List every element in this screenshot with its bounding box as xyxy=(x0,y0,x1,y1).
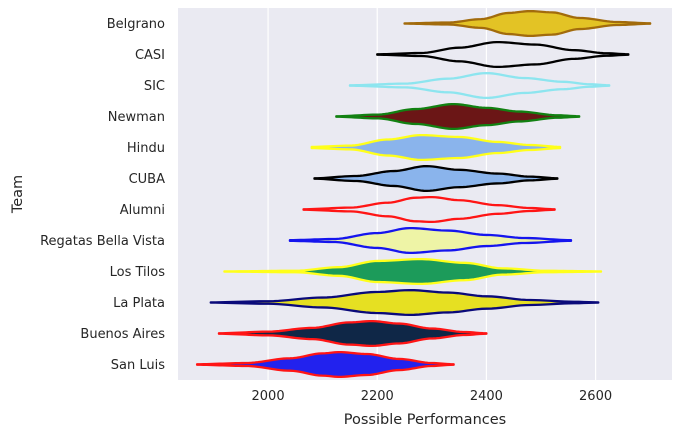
x-tick-label: 2200 xyxy=(361,389,394,404)
violin-newman xyxy=(335,102,581,131)
violins xyxy=(195,9,652,379)
violin-hindu xyxy=(310,133,562,162)
x-tick-labels: 2000 2200 2400 2600 xyxy=(252,389,613,404)
violin-belgrano xyxy=(403,9,652,38)
violin-san-luis xyxy=(195,350,455,379)
y-tick-label: Los Tilos xyxy=(110,265,166,280)
x-tick-label: 2400 xyxy=(470,389,503,404)
violin-sic xyxy=(348,71,611,100)
violin-cuba xyxy=(313,164,559,193)
violin-casi xyxy=(376,40,630,69)
y-tick-label: CUBA xyxy=(129,172,166,187)
x-tick-label: 2600 xyxy=(579,389,612,404)
y-tick-label: Buenos Aires xyxy=(80,327,165,342)
y-tick-label: Regatas Bella Vista xyxy=(40,234,165,249)
violin-regatas-bella-vista xyxy=(288,226,573,255)
y-tick-label: Alumni xyxy=(120,203,165,218)
y-tick-label: Newman xyxy=(108,110,165,125)
violin-alumni xyxy=(302,195,556,224)
y-tick-label: La Plata xyxy=(113,296,165,311)
y-axis-label: Team xyxy=(10,175,26,214)
y-tick-label: CASI xyxy=(135,48,165,63)
y-tick-label: Belgrano xyxy=(107,17,165,32)
y-tick-label: SIC xyxy=(144,79,165,94)
plot-background xyxy=(178,8,672,380)
x-tick-label: 2000 xyxy=(252,389,285,404)
y-tick-label: Hindu xyxy=(127,141,165,156)
y-tick-label: San Luis xyxy=(111,358,165,373)
violin-la-plata xyxy=(209,288,600,317)
violin-los-tilos xyxy=(223,257,603,286)
grid-lines xyxy=(267,8,597,380)
x-axis-label: Possible Performances xyxy=(344,412,506,428)
violin-buenos-aires xyxy=(217,319,488,348)
y-tick-labels: Belgrano CASI SIC Newman Hindu CUBA Alumni Rega… xyxy=(40,17,165,373)
